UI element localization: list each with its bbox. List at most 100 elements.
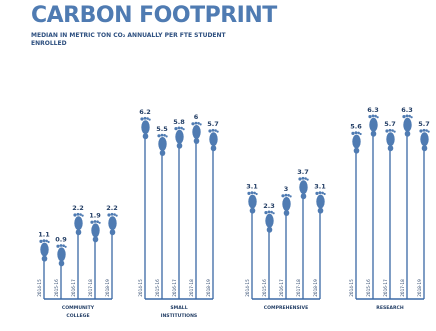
footprint-icon — [107, 212, 118, 236]
category-label: 2015-16 — [262, 279, 267, 297]
footprint-part — [376, 116, 379, 119]
footprint-part — [272, 212, 275, 215]
footprint-part — [306, 178, 309, 181]
value-label: 6.3 — [367, 106, 379, 114]
footprint-part — [300, 193, 307, 200]
footprint-part — [158, 137, 167, 151]
footprint-part — [357, 131, 360, 135]
group-label: RESEARCH — [376, 305, 404, 311]
footprint-part — [270, 210, 273, 214]
footprint-part — [75, 229, 82, 236]
footprint-part — [199, 123, 202, 126]
footprint-part — [408, 114, 411, 118]
footprint-part — [282, 197, 291, 211]
footprint-icon — [264, 210, 275, 233]
value-label: 5.7 — [207, 120, 219, 128]
footprint-icon — [191, 121, 202, 144]
footprint-part — [191, 122, 195, 126]
footprint-part — [59, 244, 63, 247]
value-label: 6.2 — [139, 108, 151, 116]
value-label: 5.5 — [156, 125, 168, 133]
footprint-part — [427, 130, 430, 133]
category-label: 2015-16 — [366, 279, 371, 297]
footprint-part — [214, 129, 217, 132]
footprint-part — [45, 239, 48, 243]
category-label: 2017-18 — [296, 279, 301, 297]
footprint-part — [208, 129, 212, 133]
footprint-part — [211, 128, 215, 132]
chart-title: CARBON FOOTPRINT — [31, 3, 277, 28]
value-label: 3 — [284, 185, 289, 193]
footprint-icon — [315, 191, 326, 214]
footprint-part — [419, 129, 423, 133]
value-label: 0.9 — [55, 235, 67, 243]
footprint-part — [284, 193, 288, 197]
group-label: COMPREHENSIVE — [264, 305, 308, 311]
footprint-part — [421, 145, 428, 152]
footprint-part — [410, 116, 413, 119]
footprint-part — [370, 130, 377, 137]
category-label: 2018-19 — [417, 279, 422, 297]
footprint-part — [249, 207, 256, 214]
value-label: 5.7 — [384, 120, 396, 128]
footprint-part — [402, 115, 406, 119]
footprint-icon — [368, 114, 379, 137]
footprint-part — [174, 127, 178, 131]
footprint-icon — [140, 116, 151, 140]
footprint-part — [354, 131, 358, 135]
value-label: 6.3 — [401, 106, 413, 114]
footprint-part — [248, 194, 257, 209]
footprint-part — [73, 213, 77, 217]
value-label: 1.1 — [38, 231, 50, 239]
footprint-part — [253, 191, 256, 195]
footprint-part — [387, 145, 394, 152]
value-label: 2.3 — [263, 202, 275, 210]
footprint-part — [353, 147, 360, 154]
footprint-part — [265, 213, 274, 228]
footprint-part — [289, 195, 292, 198]
footprint-part — [176, 142, 183, 149]
footprint-part — [422, 128, 426, 132]
footprint-part — [385, 129, 389, 133]
value-label: 3.1 — [314, 183, 326, 191]
footprint-icon — [385, 128, 396, 152]
footprint-icon — [419, 128, 430, 152]
footprint-icon — [281, 193, 292, 216]
footprint-part — [110, 212, 114, 216]
value-label: 3.7 — [297, 168, 309, 176]
footprint-part — [371, 114, 375, 118]
footprint-icon — [247, 191, 258, 214]
footprint-part — [321, 191, 324, 195]
footprint-part — [180, 126, 183, 130]
footprint-icon — [298, 176, 309, 200]
footprint-part — [386, 132, 395, 147]
footprint-part — [143, 116, 147, 120]
footprint-part — [301, 176, 305, 180]
footprint-part — [197, 122, 200, 125]
footprint-part — [163, 134, 166, 137]
category-label: 2015-16 — [155, 279, 160, 297]
footprint-icon — [90, 220, 101, 243]
category-label: 2016-17 — [71, 279, 76, 297]
footprint-part — [193, 138, 200, 144]
footprint-part — [210, 145, 217, 152]
footprint-part — [79, 213, 82, 216]
footprint-part — [192, 125, 201, 139]
footprint-part — [64, 245, 67, 248]
footprint-part — [391, 129, 394, 132]
footprint-part — [113, 213, 116, 216]
value-label: 3.1 — [246, 183, 258, 191]
footprint-part — [255, 192, 258, 196]
category-label: 2015-16 — [54, 279, 59, 297]
footprint-part — [304, 177, 307, 180]
footprint-part — [194, 121, 198, 125]
footprint-part — [107, 213, 111, 217]
footprint-part — [148, 118, 151, 121]
category-label: 2014-15 — [245, 279, 250, 297]
footprint-part — [91, 223, 100, 238]
footprint-part — [40, 242, 49, 257]
category-label: 2017-18 — [189, 279, 194, 297]
footprint-part — [351, 131, 355, 135]
value-label: 2.2 — [72, 204, 84, 212]
